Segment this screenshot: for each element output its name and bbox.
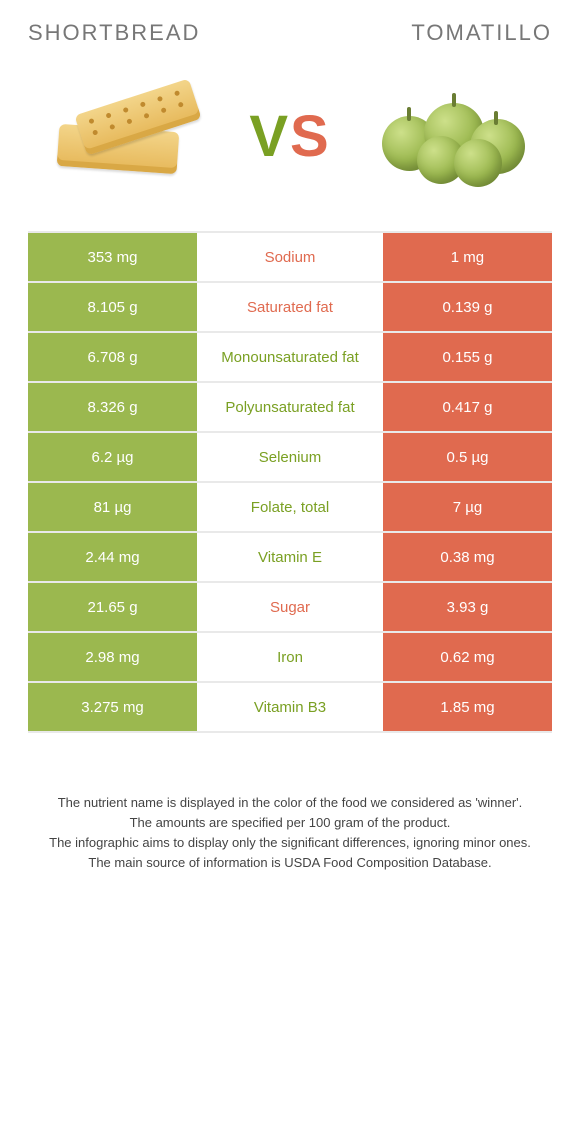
table-row: 3.275 mgVitamin B31.85 mg [28, 683, 552, 733]
footnote-line: The amounts are specified per 100 gram o… [28, 813, 552, 833]
nutrient-label: Monounsaturated fat [197, 333, 383, 381]
nutrient-label: Vitamin B3 [197, 683, 383, 731]
left-value: 353 mg [28, 233, 197, 281]
right-value: 0.417 g [383, 383, 552, 431]
nutrient-label: Polyunsaturated fat [197, 383, 383, 431]
infographic: Shortbread Tomatillo VS [0, 0, 580, 904]
hero-row: VS [28, 76, 552, 196]
right-value: 1 mg [383, 233, 552, 281]
table-row: 6.708 gMonounsaturated fat0.155 g [28, 333, 552, 383]
right-value: 0.5 µg [383, 433, 552, 481]
footnote-line: The main source of information is USDA F… [28, 853, 552, 873]
left-value: 2.44 mg [28, 533, 197, 581]
nutrient-label: Saturated fat [197, 283, 383, 331]
right-value: 0.139 g [383, 283, 552, 331]
footnote-line: The infographic aims to display only the… [28, 833, 552, 853]
right-value: 0.38 mg [383, 533, 552, 581]
table-row: 2.98 mgIron0.62 mg [28, 633, 552, 683]
title-right: Tomatillo [411, 20, 552, 46]
left-value: 2.98 mg [28, 633, 197, 681]
table-row: 8.105 gSaturated fat0.139 g [28, 283, 552, 333]
table-row: 8.326 gPolyunsaturated fat0.417 g [28, 383, 552, 433]
title-row: Shortbread Tomatillo [28, 20, 552, 46]
comparison-table: 353 mgSodium1 mg8.105 gSaturated fat0.13… [28, 231, 552, 733]
footnotes: The nutrient name is displayed in the co… [28, 793, 552, 874]
nutrient-label: Sugar [197, 583, 383, 631]
nutrient-label: Selenium [197, 433, 383, 481]
table-row: 81 µgFolate, total7 µg [28, 483, 552, 533]
vs-s: S [290, 104, 331, 169]
left-value: 8.105 g [28, 283, 197, 331]
nutrient-label: Iron [197, 633, 383, 681]
footnote-line: The nutrient name is displayed in the co… [28, 793, 552, 813]
title-left: Shortbread [28, 20, 200, 46]
right-value: 0.62 mg [383, 633, 552, 681]
nutrient-label: Sodium [197, 233, 383, 281]
table-row: 21.65 gSugar3.93 g [28, 583, 552, 633]
left-value: 81 µg [28, 483, 197, 531]
nutrient-label: Vitamin E [197, 533, 383, 581]
right-value: 3.93 g [383, 583, 552, 631]
right-value: 1.85 mg [383, 683, 552, 731]
table-row: 353 mgSodium1 mg [28, 233, 552, 283]
left-value: 3.275 mg [28, 683, 197, 731]
left-value: 6.708 g [28, 333, 197, 381]
tomatillo-icon [382, 76, 532, 196]
left-value: 21.65 g [28, 583, 197, 631]
left-value: 8.326 g [28, 383, 197, 431]
nutrient-label: Folate, total [197, 483, 383, 531]
right-value: 0.155 g [383, 333, 552, 381]
table-row: 6.2 µgSelenium0.5 µg [28, 433, 552, 483]
left-value: 6.2 µg [28, 433, 197, 481]
table-row: 2.44 mgVitamin E0.38 mg [28, 533, 552, 583]
shortbread-icon [48, 76, 198, 196]
right-value: 7 µg [383, 483, 552, 531]
vs-v: V [249, 104, 290, 169]
vs-label: VS [249, 103, 330, 170]
